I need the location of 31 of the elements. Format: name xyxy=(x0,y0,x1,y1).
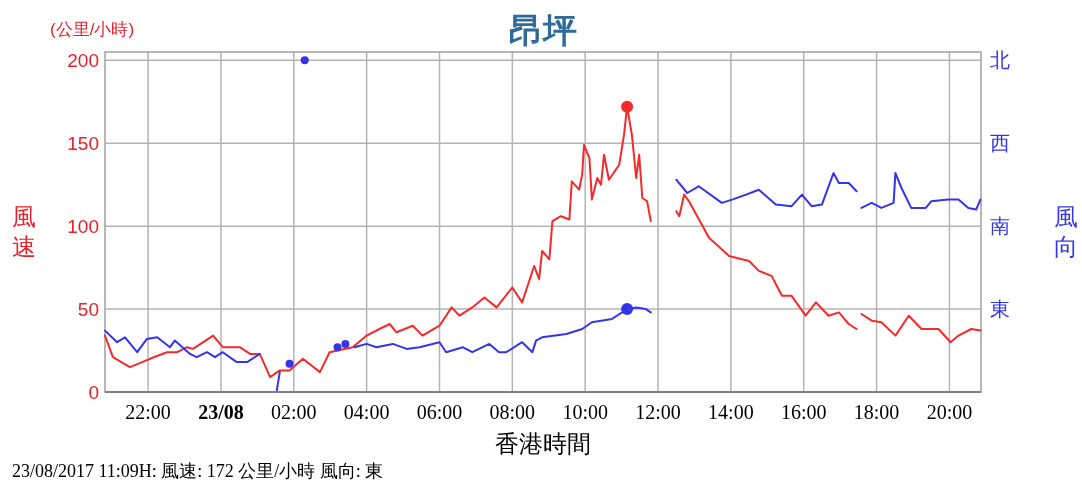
x-tick-label: 06:00 xyxy=(416,401,463,423)
y2-axis-title: 風向 xyxy=(1054,203,1078,260)
x-tick-label: 18:00 xyxy=(853,401,900,423)
x-tick-label: 02:00 xyxy=(271,401,317,423)
x-tick-label: 22:00 xyxy=(125,401,171,423)
y-tick-label: 150 xyxy=(67,133,99,155)
x-tick-label: 23/08 xyxy=(198,401,244,423)
text: (公里/小時) xyxy=(50,20,135,39)
x-tick-label: 20:00 xyxy=(926,401,973,423)
x-tick-label: 10:00 xyxy=(562,401,608,423)
point xyxy=(341,339,350,348)
chart-title: 昂坪 xyxy=(509,11,577,49)
point xyxy=(285,359,294,368)
y-tick-label: 0 xyxy=(88,382,99,403)
point xyxy=(300,56,309,65)
x-tick-label: 14:00 xyxy=(708,401,754,423)
y-tick-label: 50 xyxy=(77,299,99,321)
x-tick-label: 12:00 xyxy=(635,401,681,423)
y-axis-title: 風速 xyxy=(12,203,36,260)
text: 西 xyxy=(990,132,1010,155)
text: 東 xyxy=(990,298,1010,321)
y-tick-label: 200 xyxy=(67,50,99,72)
point xyxy=(333,343,342,352)
y-tick-label: 100 xyxy=(67,216,99,238)
text: 南 xyxy=(990,215,1010,238)
x-tick-label: 04:00 xyxy=(343,401,390,423)
x-axis-title: 香港時間 xyxy=(495,430,591,457)
text: 23/08/2017 11:09H: 風速: 172 公里/小時 風向: 東 xyxy=(12,461,384,481)
text: 北 xyxy=(990,49,1010,72)
x-tick-label: 16:00 xyxy=(780,401,827,423)
x-tick-label: 08:00 xyxy=(489,401,536,423)
